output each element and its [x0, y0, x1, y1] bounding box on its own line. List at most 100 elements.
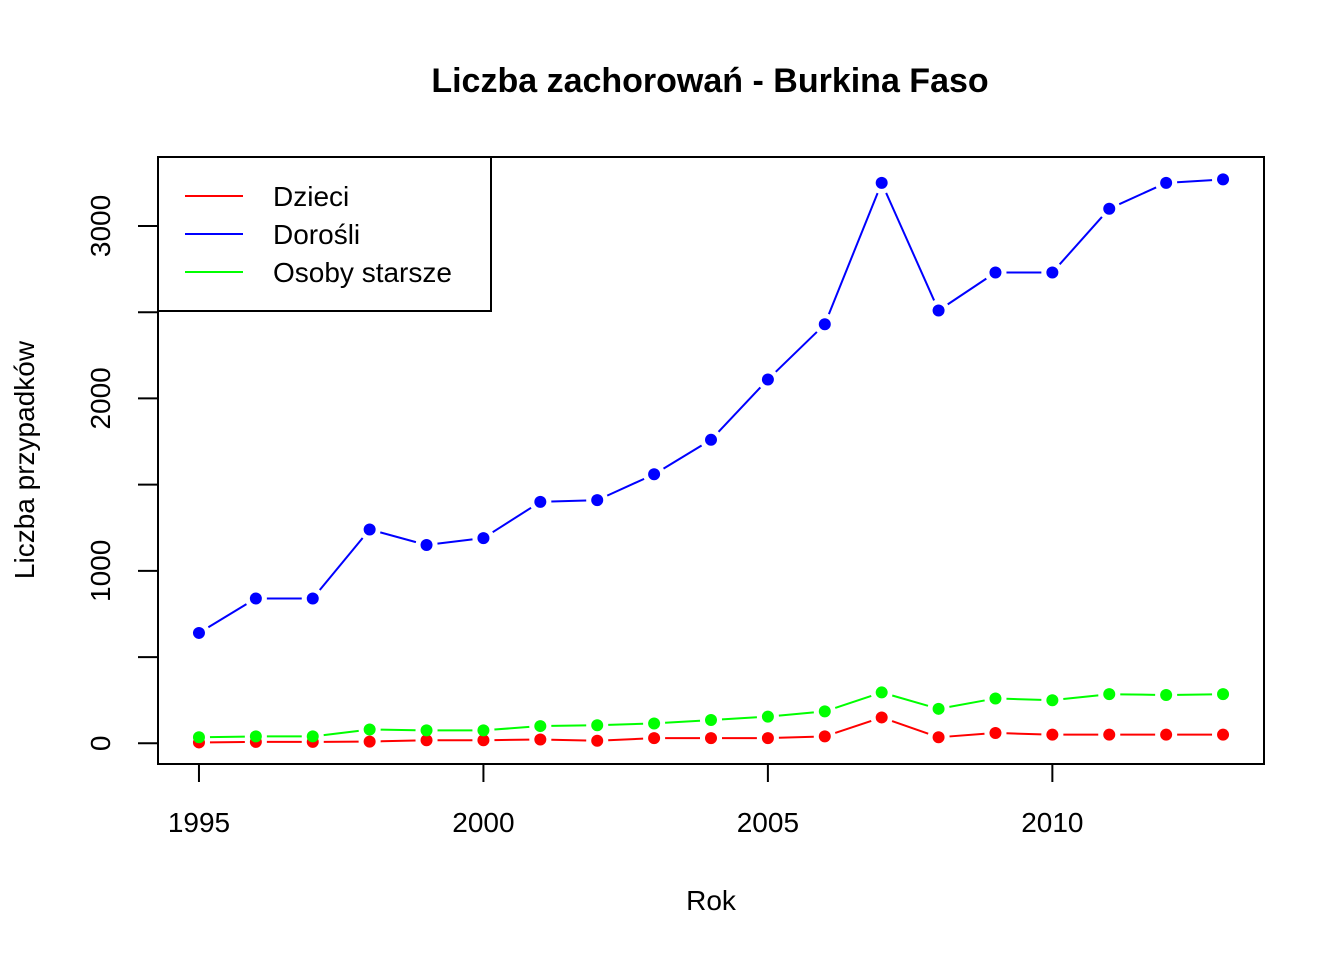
- series-segment: [608, 722, 644, 726]
- data-point: [875, 686, 888, 699]
- data-point: [477, 724, 490, 737]
- plot-frame: [157, 156, 1265, 765]
- data-point: [818, 705, 831, 718]
- data-point: [1103, 728, 1116, 741]
- series-layer: [192, 173, 1230, 749]
- series-segment: [380, 739, 416, 743]
- data-point: [534, 733, 547, 746]
- series-segment: [437, 538, 473, 545]
- y-tick-label: 2000: [85, 367, 116, 429]
- data-point: [1103, 688, 1116, 701]
- series-segment: [834, 694, 872, 709]
- series-segment: [1006, 732, 1042, 736]
- data-point: [1160, 176, 1173, 189]
- data-point: [761, 373, 774, 386]
- data-point: [932, 702, 945, 715]
- series-segment: [323, 729, 359, 737]
- data-point: [875, 176, 888, 189]
- data-point: [761, 710, 774, 723]
- data-point: [306, 730, 319, 743]
- legend-label: Dzieci: [273, 181, 349, 212]
- y-tick-label: 1000: [85, 540, 116, 602]
- data-point: [534, 495, 547, 508]
- data-point: [989, 692, 1002, 705]
- data-point: [1160, 728, 1173, 741]
- series-segment: [778, 735, 814, 739]
- data-point: [989, 726, 1002, 739]
- data-point: [648, 468, 661, 481]
- series-segment: [494, 725, 530, 731]
- data-point: [591, 734, 604, 747]
- series-segment: [1118, 186, 1157, 206]
- series-segment: [949, 699, 985, 708]
- series-segment: [1177, 693, 1213, 696]
- series-segment: [949, 732, 985, 738]
- data-point: [420, 734, 433, 747]
- series-segment: [380, 728, 416, 732]
- chart-title: Liczba zachorowań - Burkina Faso: [431, 62, 988, 100]
- series-segment: [891, 720, 929, 735]
- series-segment: [665, 719, 701, 724]
- series-segment: [318, 537, 364, 591]
- series-segment: [379, 531, 417, 544]
- x-axis: 1995 2000 2005 2010: [168, 764, 1084, 838]
- series-2: [192, 686, 1230, 744]
- data-point: [363, 723, 376, 736]
- series-0: [192, 711, 1230, 749]
- series-segment: [209, 735, 245, 739]
- data-point: [534, 720, 547, 733]
- series-segment: [608, 737, 644, 742]
- data-point: [705, 732, 717, 745]
- data-point: [306, 592, 319, 605]
- data-point: [420, 538, 433, 551]
- series-1: [192, 173, 1230, 639]
- data-point: [363, 735, 376, 748]
- x-axis-label: Rok: [686, 885, 737, 916]
- legend: Dzieci Dorośli Osoby starsze: [157, 156, 492, 312]
- y-tick-label: 3000: [85, 195, 116, 257]
- x-tick-label: 1995: [168, 807, 230, 838]
- x-tick-label: 2010: [1021, 807, 1083, 838]
- data-point: [1217, 173, 1230, 186]
- y-tick-label: 0: [85, 736, 116, 752]
- data-point: [591, 719, 604, 732]
- data-point: [818, 730, 831, 743]
- data-point: [875, 711, 888, 724]
- series-segment: [1006, 697, 1042, 701]
- series-segment: [947, 277, 987, 306]
- data-point: [932, 731, 945, 744]
- series-segment: [551, 738, 587, 742]
- data-point: [249, 592, 262, 605]
- legend-label: Dorośli: [273, 219, 360, 250]
- y-axis-label: Liczba przypadków: [9, 340, 40, 579]
- series-segment: [721, 716, 757, 721]
- series-segment: [827, 192, 879, 315]
- data-point: [477, 532, 490, 545]
- data-point: [192, 731, 205, 744]
- series-segment: [891, 694, 929, 707]
- data-point: [1103, 202, 1116, 215]
- data-point: [420, 724, 433, 737]
- data-point: [363, 523, 376, 536]
- data-point: [192, 626, 205, 639]
- data-point: [705, 714, 717, 727]
- data-point: [1160, 689, 1173, 702]
- series-segment: [207, 603, 247, 629]
- data-point: [1217, 728, 1230, 741]
- x-tick-label: 2000: [452, 807, 514, 838]
- series-segment: [778, 711, 814, 717]
- data-point: [648, 717, 661, 730]
- series-segment: [662, 444, 703, 470]
- data-point: [705, 433, 717, 446]
- data-point: [477, 734, 490, 747]
- data-point: [1046, 266, 1059, 279]
- series-segment: [551, 724, 587, 727]
- data-point: [249, 730, 262, 743]
- data-point: [1046, 728, 1059, 741]
- series-segment: [1120, 693, 1156, 696]
- series-segment: [885, 192, 936, 301]
- data-point: [1217, 688, 1230, 701]
- series-segment: [1058, 216, 1103, 265]
- series-segment: [717, 386, 762, 433]
